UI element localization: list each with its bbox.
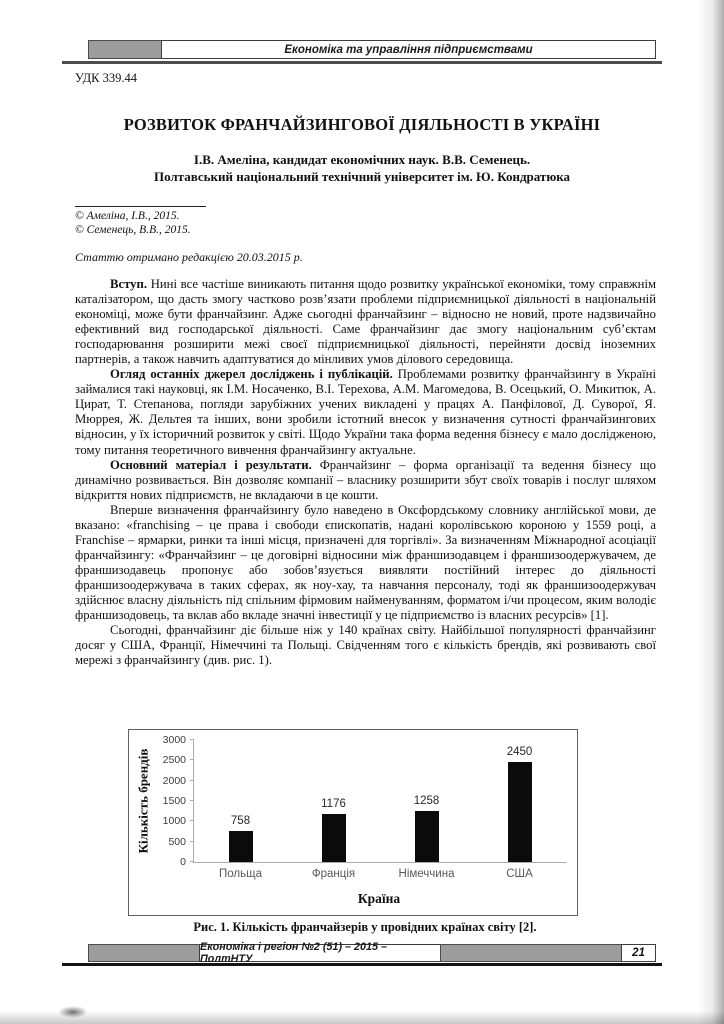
- figure-1-chart: Кількість брендів 758 1176 1258 2450 Польща…: [128, 729, 578, 916]
- bar-Німеччина: [414, 810, 439, 862]
- figure-caption: Рис. 1. Кількість франчайзерів у провідн…: [193, 920, 537, 934]
- journal-footer-band: Економіка і регіон №2 (51) – 2015 – Полт…: [88, 941, 656, 965]
- y-tick-label: 500: [168, 835, 186, 848]
- bar-value-label: 1176: [321, 798, 346, 811]
- bar-Франція: [321, 814, 346, 862]
- y-tick-label: 1000: [162, 815, 186, 828]
- paragraph-sources: Огляд останніх джерел досліджень і публі…: [75, 367, 656, 457]
- header-gray-box: [88, 40, 162, 59]
- x-axis-title: Країна: [357, 891, 401, 906]
- bar-value-label: 1258: [413, 794, 440, 807]
- header-section-title: Економіка та управління підприємствами: [284, 43, 533, 56]
- copyright-line: © Амеліна, І.В., 2015.: [75, 210, 180, 222]
- chart-bars: 758 1176 1258 2450: [194, 740, 566, 862]
- y-tick-mark: [190, 840, 194, 842]
- bar-slot: 1258: [380, 740, 473, 862]
- paragraph-text: Проблемами розвитку франчайзингу в Украї…: [75, 367, 656, 457]
- y-tick-mark: [190, 739, 194, 740]
- y-tick-label: 1500: [162, 795, 186, 807]
- header-section-box: Економіка та управління підприємствами: [161, 40, 656, 59]
- paragraph-main: Основний матеріал і результати. Франчайз…: [75, 458, 656, 503]
- paragraph-lead: Вступ.: [110, 277, 147, 291]
- journal-header-band: Економіка та управління підприємствами: [88, 40, 656, 59]
- paragraph-definition: Вперше визначення франчайзингу було наве…: [75, 503, 656, 623]
- footer-page-box: 21: [621, 944, 656, 962]
- footer-rule: [62, 963, 662, 966]
- chart-plot-area: 758 1176 1258 2450 Польща Франція Німеччина СШ…: [163, 734, 566, 880]
- paragraph-text: Сьогодні, франчайзинг діє більше ніж у 1…: [75, 623, 656, 668]
- header-rule: [62, 61, 662, 64]
- page-number: 21: [632, 947, 645, 959]
- x-category-label: Німеччина: [398, 868, 455, 880]
- bar-slot: 1176: [287, 740, 380, 862]
- y-tick-label: 2500: [162, 754, 186, 767]
- scan-edge-bottom: [0, 1011, 724, 1024]
- copyright-line: © Семенець, В.В., 2015.: [75, 224, 191, 236]
- y-tick-label: 3000: [162, 734, 186, 746]
- affiliation-line: Полтавський національний технічний уніве…: [153, 169, 571, 184]
- article-title: РОЗВИТОК ФРАНЧАЙЗИНГОВОЇ ДІЯЛЬНОСТІ В УК…: [123, 115, 601, 134]
- x-category-label: Польща: [219, 868, 262, 880]
- y-tick-label: 2000: [162, 774, 186, 787]
- authors-block: І.В. Амеліна, кандидат економічних наук.…: [60, 151, 664, 185]
- y-tick-mark: [190, 820, 194, 822]
- x-category-label: США: [506, 868, 533, 880]
- footer-gray-box-left: [88, 944, 200, 962]
- scan-corner-smudge: [58, 1006, 88, 1018]
- copyright-block: © Амеліна, І.В., 2015. © Семенець, В.В.,…: [75, 209, 191, 237]
- footer-gray-box-right: [440, 944, 622, 962]
- bar-value-label: 2450: [506, 746, 533, 759]
- y-tick-label: 0: [180, 856, 186, 868]
- chart-x-categories: Польща Франція Німеччина США: [194, 868, 566, 880]
- article-body: Вступ. Нині все частіше виникають питанн…: [75, 277, 656, 668]
- paragraph-text: Вперше визначення франчайзингу було наве…: [75, 502, 656, 623]
- paragraph-intro: Вступ. Нині все частіше виникають питанн…: [75, 277, 656, 367]
- copyright-rule: [75, 206, 206, 207]
- paragraph-text: Франчайзинг – форма організації та веден…: [75, 457, 657, 502]
- paragraph-today: Сьогодні, франчайзинг діє більше ніж у 1…: [75, 623, 656, 668]
- y-tick-mark: [190, 759, 194, 761]
- received-date-line: Статтю отримано редакцією 20.03.2015 р.: [75, 250, 303, 264]
- y-tick-mark: [190, 779, 194, 781]
- authors-line: І.В. Амеліна, кандидат економічних наук.…: [193, 152, 531, 167]
- bar-США: [507, 762, 532, 862]
- y-axis-title: Кількість брендів: [135, 748, 151, 854]
- scan-edge-right: [698, 0, 724, 1024]
- bar-slot: 2450: [473, 740, 566, 862]
- y-tick-mark: [190, 800, 194, 801]
- footer-journal-title: Економіка і регіон №2 (51) – 2015 – Полт…: [200, 941, 388, 965]
- paragraph-text: Нині все частіше виникають питання щодо …: [75, 277, 656, 367]
- bar-slot: 758: [194, 740, 287, 862]
- paragraph-lead: Огляд останніх джерел досліджень і публі…: [110, 367, 393, 382]
- paragraph-lead: Основний матеріал і результати.: [110, 457, 312, 472]
- footer-journal-box: Економіка і регіон №2 (51) – 2015 – Полт…: [199, 941, 441, 965]
- bar-Польща: [228, 831, 253, 862]
- x-category-label: Франція: [311, 868, 356, 880]
- bar-value-label: 758: [230, 815, 251, 828]
- y-tick-mark: [190, 861, 194, 862]
- udc-code: УДК 339.44: [75, 71, 137, 85]
